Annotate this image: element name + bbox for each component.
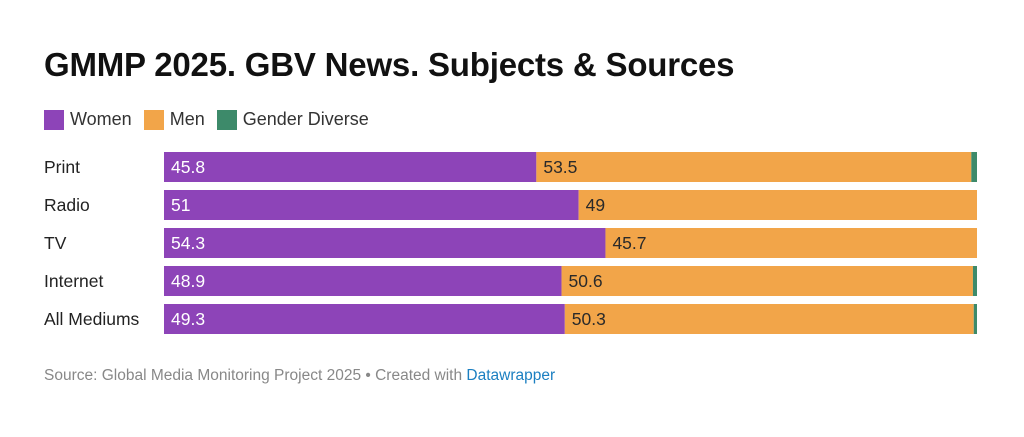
value-label-print-women: 45.8: [171, 157, 205, 177]
stacked-bar-chart: Print 45.8 53.5 Radio 51 49 TV 54.3 45.7 Internet…: [44, 152, 977, 334]
value-label-tv-women: 54.3: [171, 233, 205, 253]
value-label-internet-women: 48.9: [171, 271, 205, 291]
bar-all-mediums-men: [564, 304, 974, 334]
value-label-radio-women: 51: [171, 195, 190, 215]
footer: Source: Global Media Monitoring Project …: [44, 367, 555, 385]
footer-source: Source: Global Media Monitoring Project …: [44, 367, 467, 384]
bar-all-mediums-women: [164, 304, 565, 334]
legend-item-gender-diverse: Gender Diverse: [216, 109, 369, 130]
legend-swatch-men: [143, 109, 164, 130]
legend-label-women: Women: [70, 109, 132, 129]
value-label-all-mediums-women: 49.3: [171, 309, 205, 329]
bar-all-mediums-gender-diverse: [973, 304, 977, 334]
legend-item-men: Men: [143, 109, 205, 130]
legend-label-gender-diverse: Gender Diverse: [242, 109, 369, 129]
legend: Women Men Gender Diverse: [44, 109, 381, 130]
bar-internet-men: [561, 266, 973, 296]
legend-swatch-gender-diverse: [216, 109, 237, 130]
category-label-print: Print: [44, 157, 80, 177]
bar-print-gender-diverse: [971, 152, 977, 182]
legend-swatch-women: [44, 109, 64, 130]
bar-print-men: [536, 152, 972, 182]
legend-item-women: Women: [44, 109, 132, 130]
bar-print-women: [164, 152, 537, 182]
category-label-tv: TV: [44, 233, 67, 253]
bar-radio-women: [164, 190, 579, 220]
chart-title: GMMP 2025. GBV News. Subjects & Sources: [44, 46, 735, 83]
datawrapper-link[interactable]: Datawrapper: [466, 367, 556, 384]
bar-internet-gender-diverse: [972, 266, 977, 296]
value-label-print-men: 53.5: [543, 157, 577, 177]
bar-tv-women: [164, 228, 606, 258]
legend-label-men: Men: [169, 109, 205, 129]
bar-radio-men: [578, 190, 977, 220]
bar-internet-women: [164, 266, 562, 296]
value-label-radio-men: 49: [586, 195, 605, 215]
bar-tv-men: [605, 228, 977, 258]
value-label-internet-men: 50.6: [569, 271, 603, 291]
value-label-all-mediums-men: 50.3: [572, 309, 606, 329]
category-label-internet: Internet: [44, 271, 103, 291]
category-label-radio: Radio: [44, 195, 90, 215]
value-label-tv-men: 45.7: [612, 233, 646, 253]
category-label-all-mediums: All Mediums: [44, 309, 140, 329]
